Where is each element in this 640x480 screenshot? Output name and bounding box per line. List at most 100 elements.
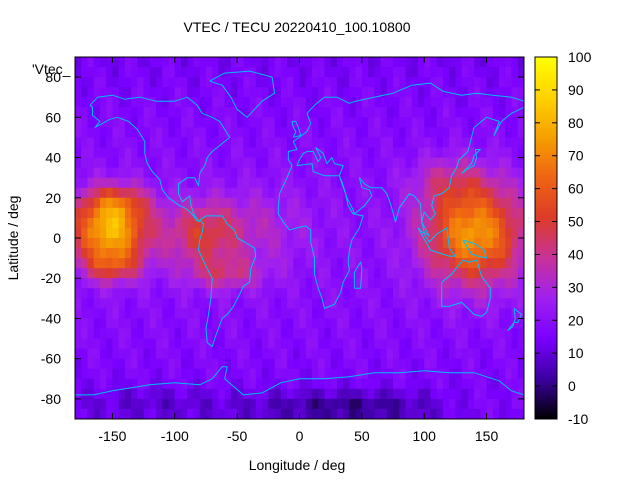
heatmap-cell <box>449 368 457 380</box>
heatmap-cell <box>143 378 151 390</box>
heatmap-cell <box>99 248 107 259</box>
heatmap-cell <box>174 87 182 98</box>
heatmap-cell <box>293 137 301 149</box>
heatmap-cell <box>168 187 176 199</box>
heatmap-cell <box>106 298 114 309</box>
heatmap-cell <box>174 217 182 229</box>
heatmap-cell <box>399 328 407 340</box>
heatmap-cell <box>75 167 82 179</box>
heatmap-cell <box>187 298 195 309</box>
heatmap-cell <box>486 348 494 360</box>
heatmap-cell <box>199 258 207 269</box>
heatmap-cell <box>305 67 313 78</box>
heatmap-cell <box>349 57 357 68</box>
heatmap-cell <box>93 298 101 309</box>
heatmap-cell <box>355 167 363 179</box>
heatmap-cell <box>311 227 319 239</box>
heatmap-cell <box>237 157 244 169</box>
heatmap-cell <box>249 408 257 419</box>
heatmap-cell <box>193 107 201 118</box>
heatmap-cell <box>330 258 338 269</box>
heatmap-cell <box>380 388 388 400</box>
heatmap-cell <box>330 187 338 199</box>
heatmap-cell <box>424 378 432 390</box>
heatmap-cell <box>274 177 282 189</box>
heatmap-cell <box>505 328 513 340</box>
heatmap-cell <box>480 137 488 149</box>
heatmap-cell <box>162 398 170 410</box>
heatmap-cell <box>218 358 226 370</box>
heatmap-cell <box>243 288 251 299</box>
heatmap-cell <box>474 398 481 410</box>
heatmap-cell <box>224 238 232 249</box>
heatmap-cell <box>505 258 513 269</box>
heatmap-cell <box>199 157 207 169</box>
heatmap-cell <box>149 127 157 139</box>
heatmap-cell <box>106 127 114 139</box>
heatmap-cell <box>417 107 425 118</box>
coast-new-zealand <box>507 308 522 331</box>
heatmap-cell <box>299 338 307 350</box>
heatmap-cell <box>199 268 207 279</box>
heatmap-cell <box>430 57 438 68</box>
heatmap-cell <box>467 348 475 360</box>
heatmap-cell <box>243 358 251 370</box>
heatmap-cell <box>355 298 363 309</box>
heatmap-cell <box>81 107 89 118</box>
heatmap-cell <box>106 278 114 289</box>
heatmap-cell <box>224 197 232 209</box>
heatmap-cell <box>305 77 313 88</box>
heatmap-cell <box>517 288 524 299</box>
heatmap-cell <box>224 137 232 149</box>
heatmap-cell <box>274 117 282 128</box>
heatmap-cell <box>311 87 319 98</box>
heatmap-cell <box>511 97 519 108</box>
heatmap-cell <box>343 67 350 78</box>
heatmap-cell <box>156 147 163 159</box>
heatmap-cell <box>393 197 400 209</box>
heatmap-cell <box>393 167 400 179</box>
heatmap-cell <box>355 328 363 340</box>
heatmap-cell <box>318 248 326 259</box>
heatmap-cell <box>199 137 207 149</box>
heatmap-cell <box>205 388 213 400</box>
heatmap-cell <box>368 308 375 320</box>
heatmap-cell <box>417 308 425 320</box>
heatmap-cell <box>336 298 344 309</box>
heatmap-cell <box>318 157 326 169</box>
heatmap-cell <box>374 338 382 350</box>
heatmap-cell <box>162 348 170 360</box>
heatmap-cell <box>106 67 114 78</box>
heatmap-cell <box>93 258 101 269</box>
heatmap-cell <box>517 187 524 199</box>
heatmap-cell <box>411 137 419 149</box>
heatmap-cell <box>131 238 138 249</box>
heatmap-cell <box>124 217 132 229</box>
heatmap-cell <box>505 217 513 229</box>
heatmap-cell <box>87 57 95 68</box>
heatmap-cell <box>330 308 338 320</box>
heatmap-cell <box>305 217 313 229</box>
heatmap-cell <box>343 298 350 309</box>
heatmap-cell <box>255 127 263 139</box>
heatmap-cell <box>480 318 488 330</box>
heatmap-cell <box>287 338 294 350</box>
heatmap-cell <box>374 117 382 128</box>
heatmap-cell <box>212 77 220 88</box>
heatmap-cell <box>75 157 82 169</box>
heatmap-cell <box>361 258 369 269</box>
heatmap-cell <box>449 97 457 108</box>
heatmap-cell <box>143 167 151 179</box>
heatmap-cell <box>430 378 438 390</box>
coast-indonesia <box>417 227 456 257</box>
heatmap-cell <box>318 408 326 419</box>
heatmap-cell <box>424 398 432 410</box>
heatmap-cell <box>324 57 332 68</box>
heatmap-cell <box>230 318 238 330</box>
heatmap-cell <box>505 77 513 88</box>
heatmap-cell <box>467 97 475 108</box>
heatmap-cell <box>355 187 363 199</box>
heatmap-cell <box>349 87 357 98</box>
heatmap-cell <box>467 358 475 370</box>
heatmap-cell <box>380 408 388 419</box>
